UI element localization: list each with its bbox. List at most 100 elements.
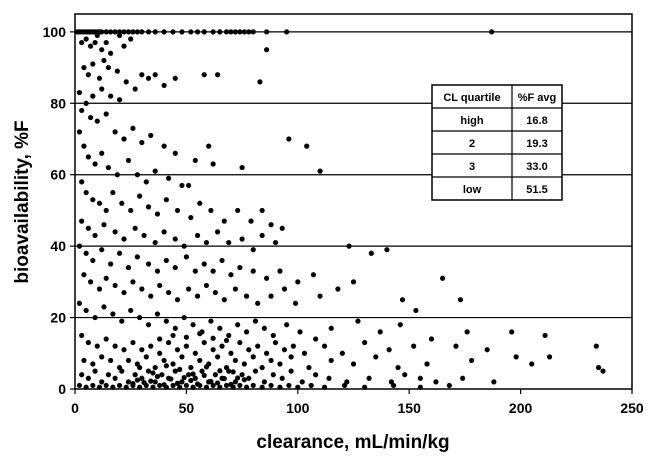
data-point: [94, 118, 100, 124]
data-point: [103, 39, 109, 46]
data-point: [85, 225, 91, 231]
data-point: [92, 368, 98, 374]
data-point: [243, 384, 250, 390]
data-point: [366, 375, 372, 381]
data-point: [99, 150, 105, 156]
data-point: [150, 370, 156, 376]
data-point: [286, 136, 292, 142]
data-point: [362, 384, 368, 390]
table-cell: 16.8: [526, 115, 547, 127]
data-point: [90, 197, 96, 203]
data-point: [132, 225, 138, 231]
data-point: [119, 368, 125, 374]
x-tick-label: 50: [179, 400, 195, 416]
data-point: [190, 371, 196, 377]
data-point: [76, 300, 83, 306]
data-point: [85, 339, 91, 346]
data-point: [188, 364, 194, 371]
data-point: [346, 243, 352, 249]
data-point: [112, 375, 118, 381]
data-point: [103, 336, 109, 342]
data-point: [457, 297, 464, 303]
data-point: [310, 272, 316, 278]
data-point: [373, 354, 379, 360]
data-point: [290, 343, 296, 349]
data-point: [221, 218, 227, 224]
data-point: [341, 382, 348, 389]
data-point: [145, 29, 152, 35]
data-point: [250, 382, 256, 389]
data-point: [143, 179, 149, 185]
data-point: [241, 29, 247, 35]
data-point: [239, 372, 245, 378]
data-point: [210, 29, 216, 35]
data-point: [87, 114, 94, 121]
data-point: [201, 372, 207, 379]
data-point: [99, 86, 105, 92]
data-point: [395, 364, 401, 371]
data-point: [489, 29, 495, 35]
data-point: [546, 354, 553, 360]
data-point: [145, 368, 152, 374]
data-points: [74, 29, 606, 390]
data-point: [163, 257, 169, 264]
data-point: [219, 343, 225, 349]
data-point: [183, 343, 189, 349]
data-point: [270, 332, 276, 339]
data-point: [284, 322, 290, 328]
data-point: [219, 257, 225, 264]
table-cell: 3: [469, 161, 475, 173]
data-point: [150, 384, 156, 390]
data-point: [121, 43, 127, 49]
data-point: [87, 43, 94, 49]
data-point: [141, 232, 147, 239]
data-point: [232, 29, 239, 35]
table-cell: low: [463, 184, 482, 196]
data-point: [112, 282, 118, 289]
data-point: [134, 172, 140, 178]
data-point: [123, 79, 129, 85]
data-point: [237, 339, 243, 346]
data-point: [230, 369, 236, 375]
data-point: [81, 357, 87, 364]
data-point: [92, 39, 98, 46]
data-point: [79, 39, 85, 46]
data-point: [246, 375, 252, 381]
data-point: [259, 364, 265, 371]
data-point: [192, 268, 198, 274]
data-point: [83, 384, 89, 390]
data-point: [268, 293, 274, 299]
data-point: [154, 211, 161, 217]
data-point: [433, 379, 439, 385]
data-point: [161, 29, 167, 35]
data-point: [90, 361, 96, 367]
data-point: [101, 57, 107, 64]
data-point: [157, 382, 163, 389]
data-point: [99, 247, 105, 253]
data-point: [79, 332, 85, 339]
data-point: [197, 331, 203, 337]
data-point: [103, 207, 109, 214]
data-point: [134, 29, 140, 35]
data-point: [386, 347, 392, 353]
data-point: [154, 311, 161, 317]
data-point: [217, 384, 223, 390]
data-point: [119, 318, 125, 324]
data-point: [199, 368, 205, 374]
data-point: [210, 347, 216, 353]
data-point: [145, 75, 152, 81]
data-point: [90, 382, 96, 389]
data-point: [83, 250, 89, 256]
data-point: [270, 372, 276, 378]
data-point: [595, 364, 602, 371]
data-point: [288, 368, 294, 374]
data-point: [308, 382, 314, 389]
data-point: [81, 143, 87, 149]
data-point: [108, 50, 114, 56]
data-point: [235, 207, 241, 214]
data-point: [139, 72, 145, 78]
data-point: [321, 343, 328, 349]
data-point: [108, 357, 114, 364]
data-point: [103, 29, 109, 35]
data-point: [197, 200, 203, 206]
